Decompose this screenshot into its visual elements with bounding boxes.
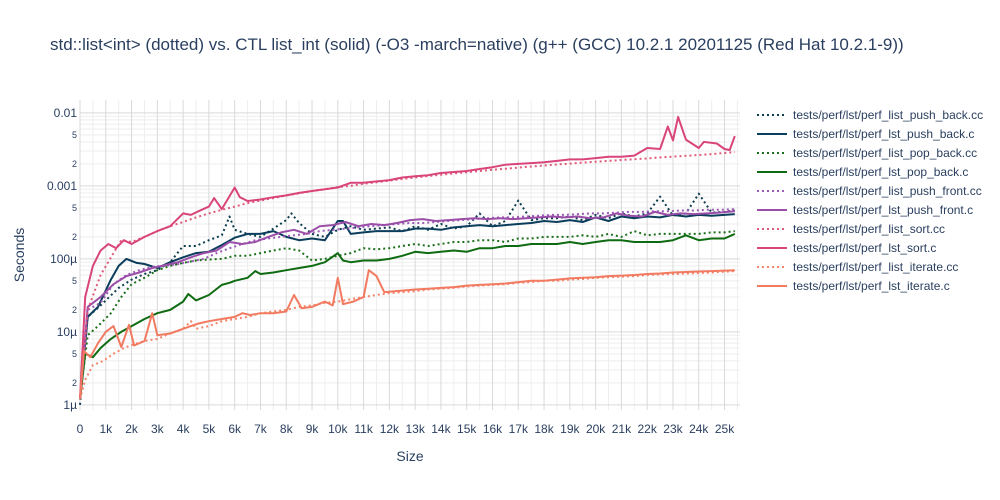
series-layer [79,115,736,405]
legend-label: tests/perf/lst/perf_list_push_back.cc [793,108,983,122]
y-minor-tick-label: 2 [72,378,77,388]
series-line-3 [79,230,735,400]
y-minor-tick-label: 2 [72,305,77,315]
x-tick-label: 24k [689,422,709,436]
legend-item[interactable]: tests/perf/lst/perf_list_sort.cc [757,222,945,236]
x-tick-label: 18k [534,422,554,436]
legend-label: tests/perf/lst/perf_lst_push_front.c [793,203,973,217]
legend: tests/perf/lst/perf_list_push_back.cctes… [757,108,983,293]
x-tick-label: 16k [483,422,503,436]
legend-item[interactable]: tests/perf/lst/perf_lst_pop_back.c [757,165,968,179]
legend-item[interactable]: tests/perf/lst/perf_list_iterate.cc [757,260,958,274]
x-tick-label: 12k [380,422,400,436]
legend-item[interactable]: tests/perf/lst/perf_list_push_back.cc [757,108,983,122]
x-tick-label: 0 [77,422,84,436]
legend-label: tests/perf/lst/perf_lst_push_back.c [793,127,974,141]
legend-label: tests/perf/lst/perf_lst_pop_back.c [793,165,968,179]
y-minor-tick-label: 2 [72,159,77,169]
x-tick-label: 25k [715,422,735,436]
legend-item[interactable]: tests/perf/lst/perf_lst_sort.c [757,241,936,255]
x-tick-label: 20k [586,422,606,436]
y-tick-label: 0.001 [47,179,77,193]
y-minor-tick-label: 5 [72,130,77,140]
series-line-5 [79,208,735,400]
x-tick-label: 21k [612,422,632,436]
x-tick-label: 13k [405,422,425,436]
y-tick-label: 0.01 [54,106,78,120]
grid [79,100,740,410]
y-minor-tick-label: 2 [72,232,77,242]
x-tick-label: 17k [509,422,529,436]
y-axis: 1µ 10µ 100µ 0.001 0.01 2 5 2 5 2 5 2 5 [47,106,77,412]
legend-label: tests/perf/lst/perf_list_iterate.cc [793,260,958,274]
x-tick-label: 22k [638,422,658,436]
x-tick-label: 11k [354,422,373,436]
chart-title: std::list<int> (dotted) vs. CTL list_int… [50,35,904,54]
legend-item[interactable]: tests/perf/lst/perf_lst_push_back.c [757,127,974,141]
x-axis-title: Size [396,448,423,464]
x-tick-label: 6k [228,422,242,436]
y-tick-label: 1µ [63,398,77,412]
x-tick-label: 4k [177,422,191,436]
legend-label: tests/perf/lst/perf_list_pop_back.cc [793,146,977,160]
legend-label: tests/perf/lst/perf_lst_iterate.c [793,279,950,293]
legend-item[interactable]: tests/perf/lst/perf_lst_push_front.c [757,203,973,217]
legend-label: tests/perf/lst/perf_list_push_front.cc [793,184,982,198]
series-line-8 [79,115,736,400]
legend-label: tests/perf/lst/perf_lst_sort.c [793,241,936,255]
x-tick-label: 8k [280,422,294,436]
x-tick-label: 15k [457,422,477,436]
x-tick-label: 23k [663,422,683,436]
y-tick-label: 10µ [57,325,77,339]
series-line-6 [79,210,735,400]
legend-item[interactable]: tests/perf/lst/perf_list_push_front.cc [757,184,982,198]
series-line-4 [79,232,736,400]
x-tick-label: 1k [99,422,113,436]
x-tick-label: 7k [254,422,268,436]
x-tick-label: 9k [306,422,320,436]
series-line-10 [79,269,735,400]
legend-item[interactable]: tests/perf/lst/perf_lst_iterate.c [757,279,950,293]
y-tick-label: 100µ [50,252,77,266]
x-tick-label: 2k [125,422,139,436]
x-axis: 0 1k 2k 3k 4k 5k 6k 7k 8k 9k 10k 11k 12k 13k 14k 15k 16k… [77,422,736,436]
y-axis-title: Seconds [11,228,27,282]
legend-item[interactable]: tests/perf/lst/perf_list_pop_back.cc [757,146,977,160]
y-minor-tick-label: 5 [72,203,77,213]
x-tick-label: 5k [203,422,217,436]
series-line-9 [79,270,735,400]
plot-area [80,100,740,410]
x-tick-label: 3k [151,422,165,436]
x-tick-label: 14k [431,422,451,436]
y-minor-tick-label: 5 [72,276,77,286]
x-tick-label: 10k [328,422,348,436]
y-minor-tick-label: 5 [72,349,77,359]
legend-label: tests/perf/lst/perf_list_sort.cc [793,222,945,236]
x-tick-label: 19k [560,422,580,436]
series-line-2 [79,213,735,400]
